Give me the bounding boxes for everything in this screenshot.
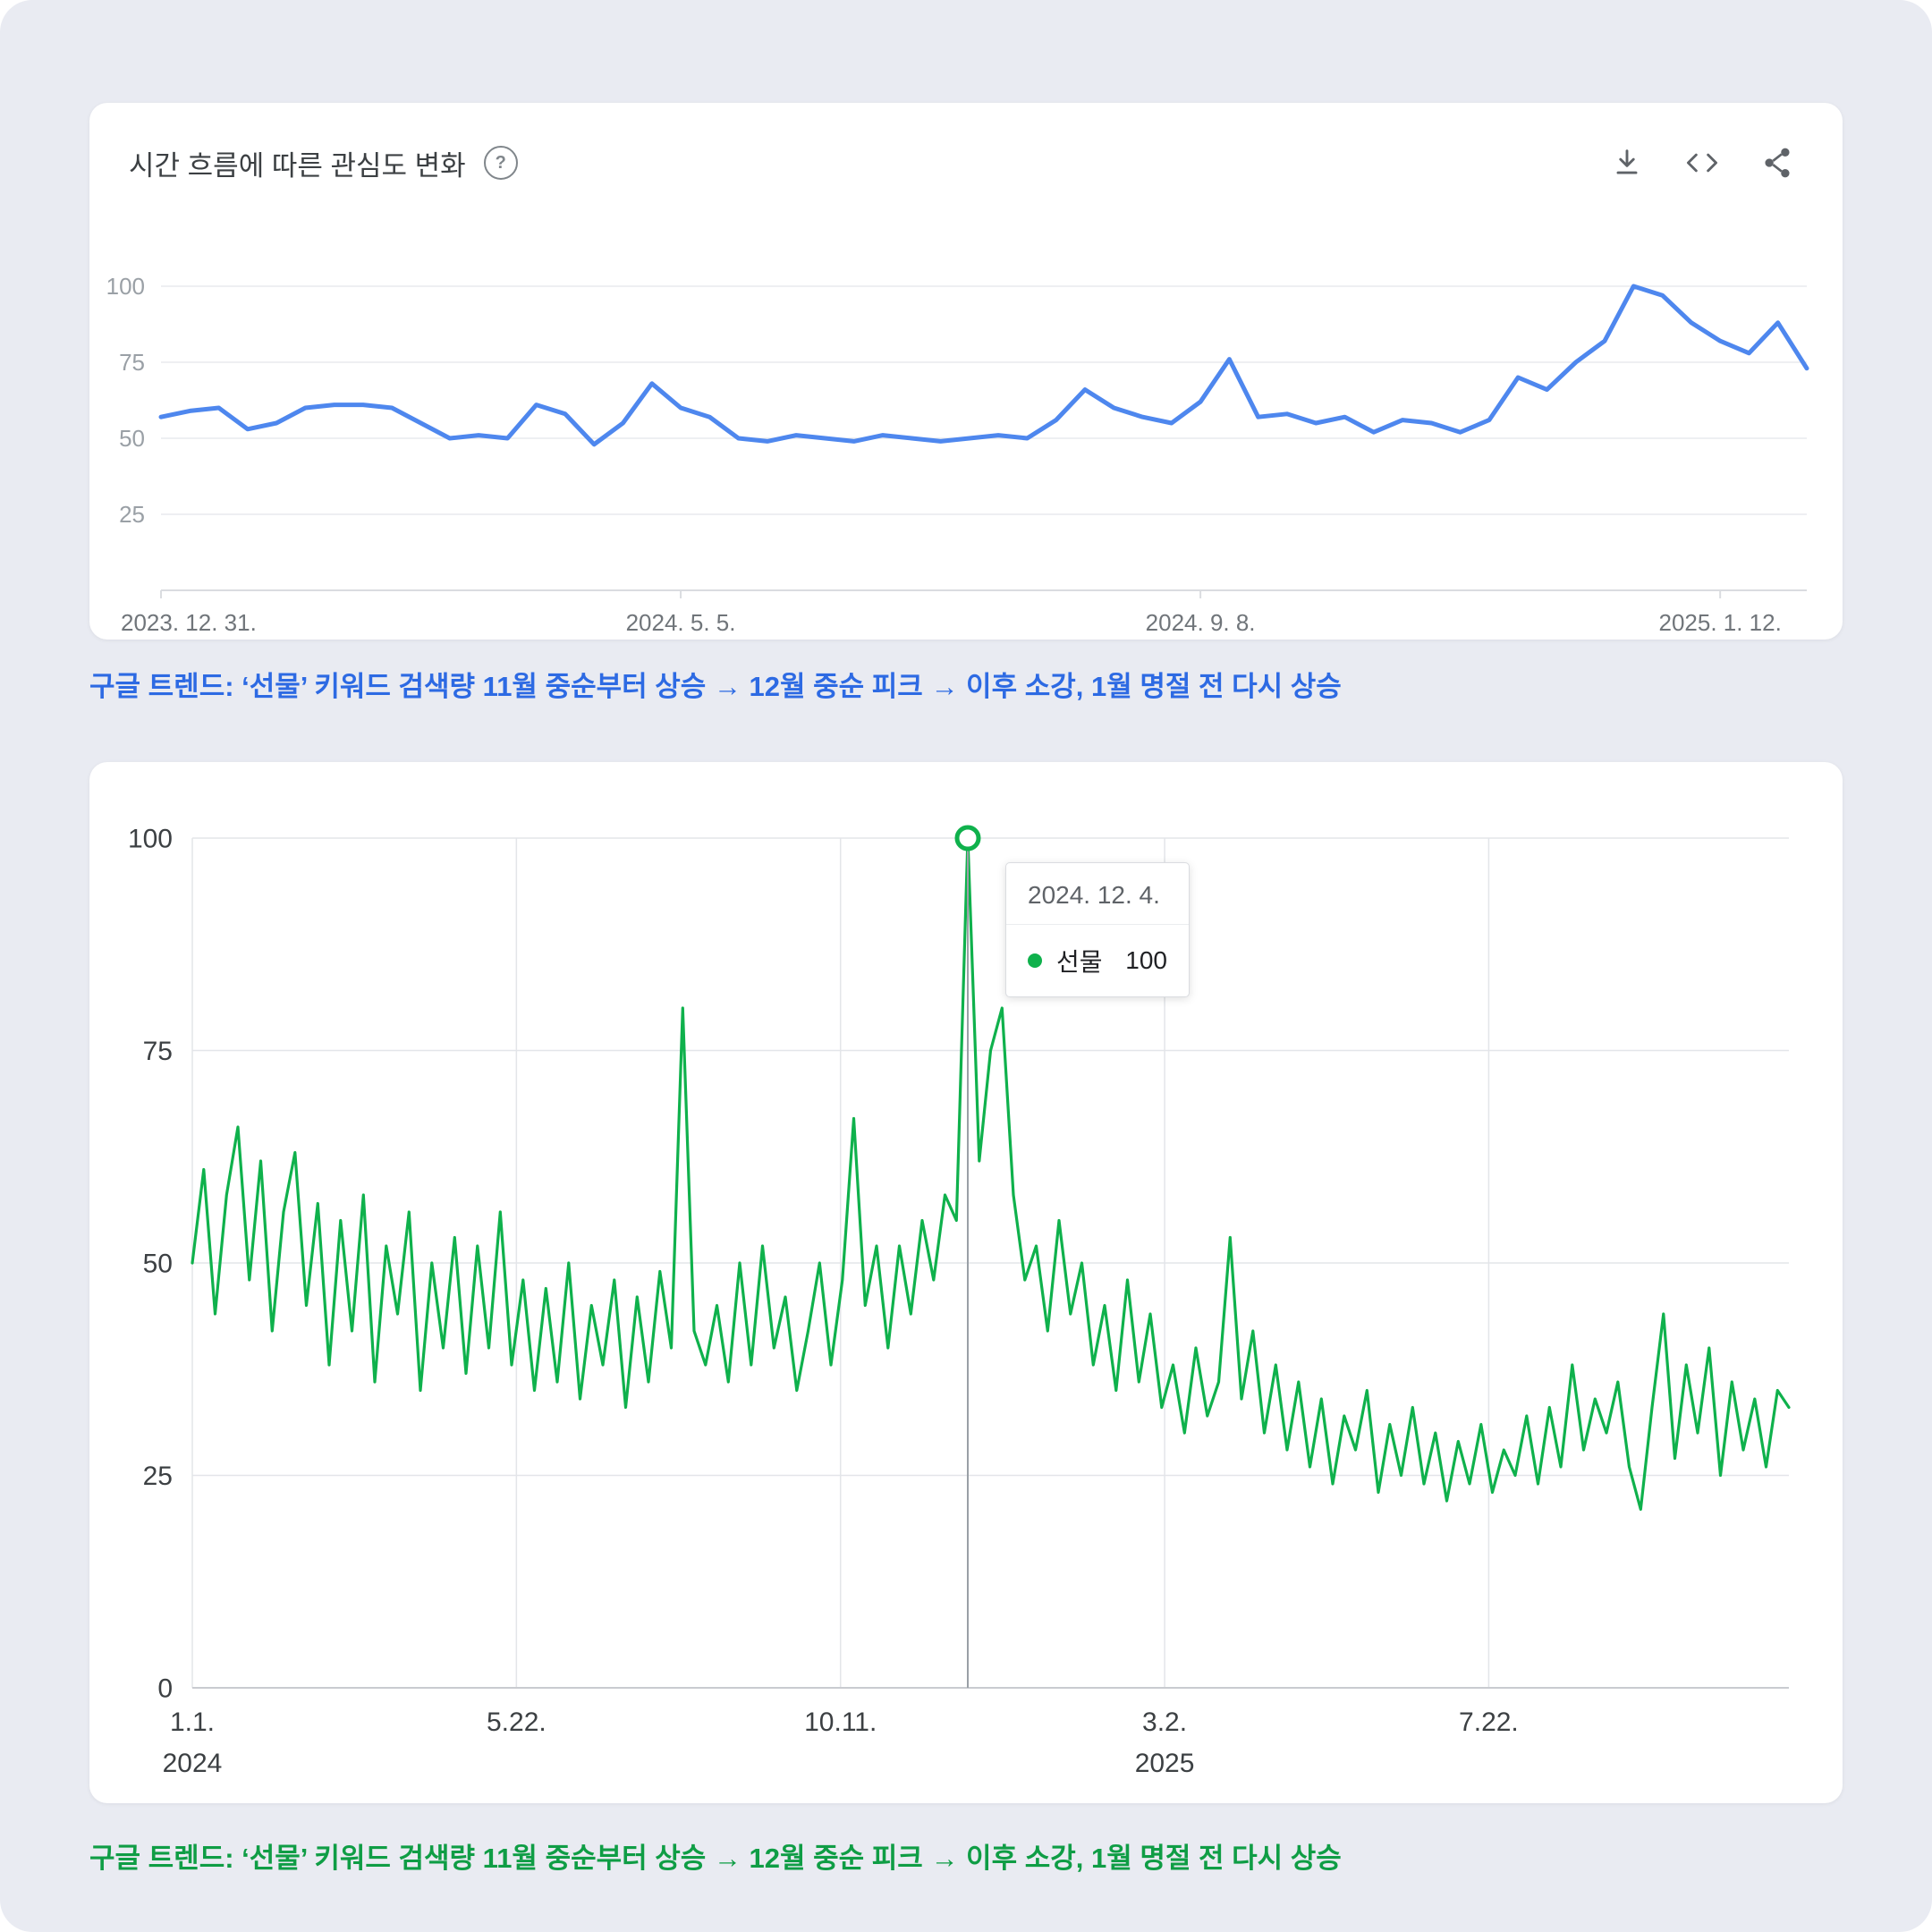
- tooltip-series-label: 선물: [1056, 948, 1103, 976]
- svg-text:2023. 12. 31.: 2023. 12. 31.: [121, 609, 257, 636]
- chart-title: 시간 흐름에 따른 관심도 변화: [129, 149, 466, 182]
- trends-daily-card: 0 25 50 75 100 1.1. 2024 5.22. 10.11. 3.2. 2025 7.2…: [89, 762, 1843, 1803]
- tooltip-date: 2024. 12. 4.: [1006, 863, 1189, 925]
- svg-text:75: 75: [143, 1037, 173, 1066]
- svg-text:2025: 2025: [1135, 1749, 1195, 1778]
- svg-text:2025. 1. 12.: 2025. 1. 12.: [1658, 609, 1781, 636]
- svg-text:7.22.: 7.22.: [1459, 1707, 1519, 1737]
- tooltip-series-row: 선물 100: [1006, 925, 1189, 996]
- svg-text:100: 100: [106, 273, 145, 300]
- svg-text:75: 75: [119, 349, 145, 376]
- interest-over-time-chart[interactable]: 25 50 75 100 2023. 12. 31. 2024. 5. 5. 2024. 9…: [89, 228, 1843, 640]
- svg-text:10.11.: 10.11.: [804, 1707, 877, 1737]
- trends-weekly-card: 시간 흐름에 따른 관심도 변화 ?: [89, 103, 1843, 640]
- card-header: 시간 흐름에 따른 관심도 변화 ?: [89, 103, 1843, 189]
- caption-blue: 구글 트렌드: ‘선물’ 키워드 검색량 11월 중순부터 상승 → 12월 중…: [89, 671, 1342, 702]
- svg-text:0: 0: [157, 1674, 173, 1704]
- tooltip-series-value: 100: [1125, 946, 1167, 974]
- svg-text:3.2.: 3.2.: [1142, 1707, 1187, 1737]
- svg-text:2024: 2024: [163, 1749, 223, 1778]
- svg-text:100: 100: [128, 825, 173, 854]
- svg-text:50: 50: [119, 425, 145, 452]
- svg-text:25: 25: [119, 501, 145, 528]
- chart-tooltip: 2024. 12. 4. 선물 100: [1005, 862, 1190, 997]
- caption-green: 구글 트렌드: ‘선물’ 키워드 검색량 11월 중순부터 상승 → 12월 중…: [89, 1843, 1342, 1874]
- daily-interest-chart[interactable]: 0 25 50 75 100 1.1. 2024 5.22. 10.11. 3.2. 2025 7.2…: [89, 762, 1843, 1803]
- svg-text:25: 25: [143, 1462, 173, 1491]
- help-icon[interactable]: ?: [483, 146, 518, 180]
- svg-text:50: 50: [143, 1250, 173, 1279]
- embed-icon[interactable]: [1676, 137, 1728, 189]
- svg-text:5.22.: 5.22.: [487, 1707, 547, 1737]
- download-icon[interactable]: [1601, 137, 1653, 189]
- svg-text:1.1.: 1.1.: [170, 1707, 215, 1737]
- share-icon[interactable]: [1751, 137, 1803, 189]
- svg-text:2024. 5. 5.: 2024. 5. 5.: [626, 609, 736, 636]
- svg-text:2024. 9. 8.: 2024. 9. 8.: [1146, 609, 1256, 636]
- tooltip-series-dot: [1028, 953, 1042, 968]
